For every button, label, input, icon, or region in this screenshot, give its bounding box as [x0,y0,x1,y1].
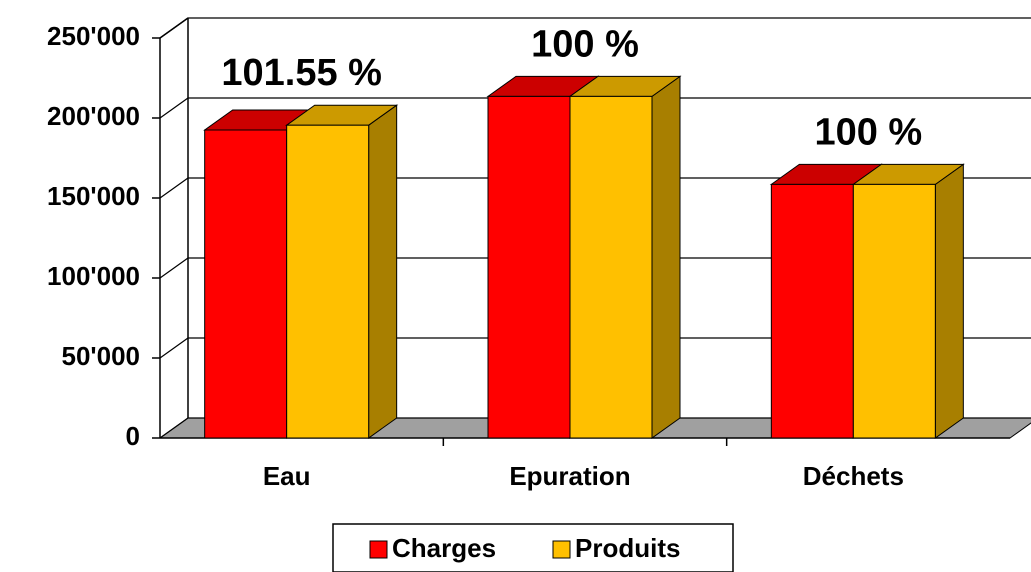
grid-line [159,17,1031,39]
y-tick-label: 0 [126,421,140,451]
y-tick-label: 50'000 [62,341,140,371]
grid-line [159,177,1031,199]
bar-side [934,163,964,439]
bar [487,95,571,439]
x-tick-label: Eau [263,461,311,491]
legend-label: Produits [575,533,680,563]
bar-side [651,75,681,439]
bar [569,95,653,439]
bar [770,183,854,439]
annotation: 100 % [531,23,639,65]
bar-side [368,104,398,439]
legend-box [332,523,734,572]
bar [852,183,936,439]
y-tick-label: 250'000 [47,21,140,51]
x-tick-label: Epuration [509,461,630,491]
grid-line [159,257,1031,279]
y-tick-label: 100'000 [47,261,140,291]
y-tick-label: 150'000 [47,181,140,211]
legend-swatch [369,540,388,559]
annotation: 101.55 % [221,52,382,94]
grid-line [159,417,1031,439]
legend-label: Charges [392,533,496,563]
bar [204,129,288,439]
grid-line [159,337,1031,359]
bar [286,124,370,439]
grid-line [159,97,1031,119]
annotation: 100 % [814,111,922,153]
x-tick-label: Déchets [803,461,904,491]
y-tick-label: 200'000 [47,101,140,131]
legend-swatch [552,540,571,559]
